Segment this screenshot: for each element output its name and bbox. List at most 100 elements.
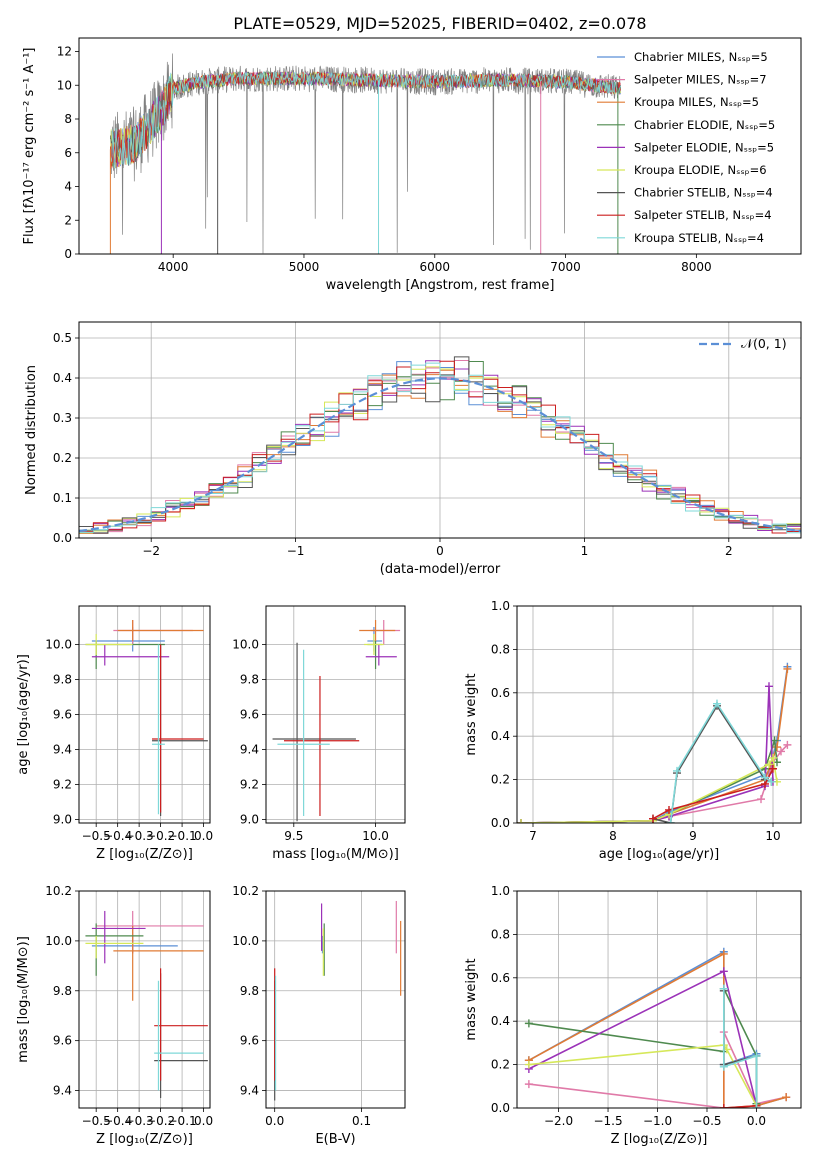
y-tick-label: 9.8 (240, 984, 259, 998)
weight_vs_age-panel: 7 8 9 10 0.0 0.2 0.4 0.6 0.8 1.0 age [log₁₀(age/yr… (464, 599, 802, 862)
data-point (152, 644, 204, 813)
x-tick-label: −0.3 (125, 1114, 154, 1128)
x-axis-label: Z [log₁₀(Z/Z⊙)] (96, 1132, 193, 1147)
y-tick-label: 9.4 (53, 743, 72, 757)
y-tick-label: 0.4 (53, 371, 72, 385)
y-tick-label: 2 (64, 213, 72, 227)
figure-title: PLATE=0529, MJD=52025, FIBERID=0402, z=0… (233, 14, 646, 33)
legend-label: Salpeter STELIB, Nₛₛₚ=4 (634, 208, 772, 222)
spectrum-legend: Chabrier MILES, Nₛₛₚ=5 Salpeter MILES, Nₛ… (597, 50, 775, 245)
y-tick-label: 9.6 (53, 1034, 72, 1048)
x-tick-label: 8 (609, 829, 617, 843)
data-point (367, 641, 383, 669)
legend-label: Chabrier MILES, Nₛₛₚ=5 (634, 50, 768, 64)
y-tick-label: 9.8 (53, 673, 72, 687)
weight-line-5 (528, 1044, 758, 1107)
y-tick-label: 9.2 (53, 778, 72, 792)
mass_vs_ebv-plot-area (274, 900, 402, 1101)
y-tick-label: 6 (64, 146, 72, 160)
x-tick-label: −0.3 (125, 829, 154, 843)
data-point (85, 634, 133, 655)
y-tick-label: 0.0 (491, 816, 510, 830)
y-tick-label: 0.8 (491, 927, 510, 941)
data-point (364, 634, 384, 655)
y-tick-label: 0.2 (491, 773, 510, 787)
y-tick-label: 0.0 (53, 531, 72, 545)
weight-marker (777, 747, 785, 756)
x-tick-label: 0.0 (747, 1114, 766, 1128)
x-tick-label: −1 (287, 544, 305, 558)
y-tick-label: 9.6 (53, 708, 72, 722)
y-tick-label: 0.4 (491, 729, 510, 743)
residuals-plot-area (79, 356, 801, 538)
axes-frame (78, 605, 211, 824)
x-tick-label: 1 (581, 544, 589, 558)
spectrum-panel: 4000 5000 6000 7000 8000 0 2 4 6 8 10 12 wavelength … (22, 37, 802, 293)
weight-line-8 (723, 988, 758, 1108)
y-tick-label: 10.0 (232, 934, 259, 948)
y-tick-label: 10.2 (232, 884, 259, 898)
weight-marker (673, 766, 681, 775)
weight-marker (757, 795, 765, 804)
x-tick-label: 5000 (289, 260, 320, 274)
y-axis-label: age [log₁₀(age/yr)] (16, 654, 31, 775)
legend-label: Salpeter ELODIE, Nₛₛₚ=5 (634, 140, 774, 154)
weight-line-0 (520, 666, 789, 823)
x-tick-label: 2 (725, 544, 733, 558)
x-tick-label: 0.0 (194, 1114, 213, 1128)
data-point (359, 620, 396, 641)
x-tick-label: 8000 (681, 260, 712, 274)
y-axis-label: Flux [fλ10⁻¹⁷ erg cm⁻² s⁻¹ A⁻¹] (22, 48, 37, 245)
weight-line-3 (528, 988, 758, 1104)
mass_vs_ebv-panel: 0.0 0.1 9.4 9.6 9.8 10.0 10.2 E(B-V) (232, 884, 406, 1147)
data-point (277, 649, 330, 816)
legend-label: Kroupa ELODIE, Nₛₛₚ=6 (634, 163, 767, 177)
data-point (152, 644, 165, 815)
y-tick-label: 1.0 (491, 599, 510, 613)
data-point (85, 935, 144, 959)
weight-marker (773, 743, 781, 752)
age_vs_Z-panel: −0.5−0.4−0.3−0.2−0.10.0 9.0 9.2 9.4 9.6 9.8 10… (16, 605, 213, 862)
x-tick-label: −0.5 (82, 829, 111, 843)
legend-label: Kroupa MILES, Nₛₛₚ=5 (634, 95, 759, 109)
weight-marker (719, 949, 728, 958)
x-tick-label: −0.2 (146, 1114, 175, 1128)
x-tick-label: −0.4 (103, 1114, 132, 1128)
y-axis-label: mass weight (464, 958, 479, 1040)
x-axis-label: (data-model)/error (380, 562, 501, 577)
y-tick-label: 1.0 (491, 884, 510, 898)
data-point (91, 644, 170, 666)
residuals-panel: −2 −1 0 1 2 0.0 0.1 0.2 0.3 0.4 0.5 (data-model)/er… (24, 321, 802, 577)
y-tick-label: 0.0 (491, 1101, 510, 1115)
y-tick-label: 9.0 (240, 813, 259, 827)
weight-marker (517, 819, 525, 823)
weight-marker (649, 814, 657, 823)
axes-frame (265, 605, 406, 824)
weight_vs_age-plot-area (517, 662, 792, 823)
x-tick-label: 9 (689, 829, 697, 843)
age_vs_mass-panel: 9.5 10.0 9.0 9.2 9.4 9.6 9.8 10.0 mass [log₁₀(M/… (232, 605, 406, 862)
x-tick-label: 0.0 (265, 1114, 284, 1128)
x-tick-label: −0.4 (103, 829, 132, 843)
x-tick-label: −1.5 (593, 1114, 622, 1128)
mass_vs_Z-plot-area (85, 910, 208, 1099)
y-axis-label: mass [log₁₀(M/M⊙)] (16, 936, 31, 1063)
y-tick-label: 0.6 (491, 971, 510, 985)
y-tick-label: 0.8 (491, 642, 510, 656)
data-point (154, 980, 204, 1091)
x-tick-label: 0 (436, 544, 444, 558)
weight-marker (765, 760, 773, 769)
x-tick-label: 4000 (158, 260, 189, 274)
y-tick-label: 0.1 (53, 491, 72, 505)
legend-label: Chabrier STELIB, Nₛₛₚ=4 (634, 186, 773, 200)
y-tick-label: 10.0 (45, 638, 72, 652)
y-tick-label: 10.0 (45, 934, 72, 948)
data-point (154, 973, 208, 1099)
x-tick-label: −2 (142, 544, 160, 558)
y-tick-label: 9.0 (53, 813, 72, 827)
weight-marker (769, 753, 777, 762)
legend-label: Chabrier ELODIE, Nₛₛₚ=5 (634, 118, 775, 132)
x-tick-label: −0.5 (82, 1114, 111, 1128)
y-tick-label: 9.4 (240, 1084, 259, 1098)
y-tick-label: 9.8 (240, 673, 259, 687)
